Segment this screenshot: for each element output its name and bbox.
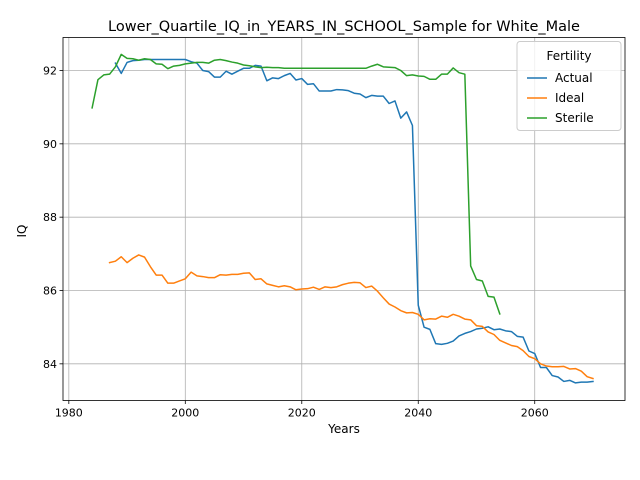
y-tick-label: 86 bbox=[43, 285, 57, 298]
y-tick-label: 84 bbox=[43, 358, 57, 371]
legend-title: Fertility bbox=[546, 49, 591, 63]
x-tick-label: 2000 bbox=[171, 407, 199, 420]
legend-entry-actual: Actual bbox=[555, 71, 593, 85]
x-tick-label: 2060 bbox=[521, 407, 549, 420]
legend: Fertility Actual Ideal Sterile bbox=[517, 42, 621, 131]
x-axis-label: Years bbox=[327, 422, 360, 436]
legend-entry-ideal: Ideal bbox=[555, 91, 584, 105]
x-tick-label: 2040 bbox=[404, 407, 432, 420]
legend-entry-sterile: Sterile bbox=[555, 111, 594, 125]
y-tick-label: 92 bbox=[43, 65, 57, 78]
x-tick-label: 1980 bbox=[55, 407, 83, 420]
series-line-sterile bbox=[92, 54, 500, 314]
axis-ticks: 1980 2000 2020 2040 2060 84 86 88 90 92 bbox=[43, 65, 549, 420]
chart-title: Lower_Quartile_IQ_in_YEARS_IN_SCHOOL_Sam… bbox=[108, 19, 580, 35]
y-tick-label: 88 bbox=[43, 211, 57, 224]
x-tick-label: 2020 bbox=[288, 407, 316, 420]
y-tick-label: 90 bbox=[43, 138, 57, 151]
y-axis-label: IQ bbox=[15, 225, 29, 238]
series-line-ideal bbox=[110, 255, 593, 379]
